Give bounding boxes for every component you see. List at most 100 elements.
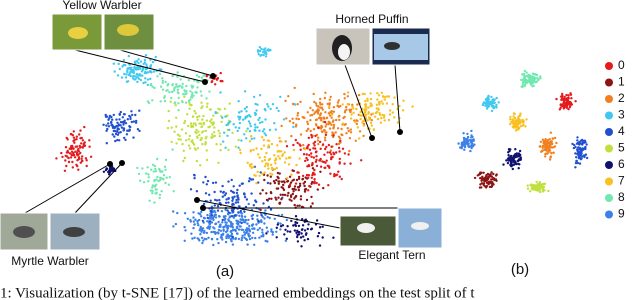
point bbox=[320, 106, 324, 109]
point bbox=[108, 114, 112, 118]
point bbox=[89, 155, 93, 158]
point bbox=[509, 159, 512, 162]
point bbox=[270, 228, 273, 231]
point bbox=[128, 128, 131, 131]
point bbox=[303, 184, 306, 188]
point bbox=[141, 74, 144, 77]
point bbox=[273, 217, 276, 220]
point bbox=[362, 134, 365, 138]
point bbox=[192, 94, 195, 97]
point bbox=[241, 182, 244, 185]
point bbox=[370, 104, 373, 107]
point bbox=[206, 220, 209, 223]
point bbox=[170, 140, 173, 144]
point bbox=[224, 115, 227, 118]
point bbox=[236, 219, 239, 223]
point bbox=[479, 177, 482, 180]
point bbox=[292, 224, 295, 227]
point bbox=[238, 214, 241, 217]
point bbox=[579, 150, 583, 154]
point bbox=[286, 194, 289, 197]
point bbox=[572, 146, 576, 150]
point bbox=[217, 232, 220, 235]
point bbox=[255, 182, 258, 185]
point bbox=[302, 235, 305, 238]
point bbox=[151, 184, 154, 187]
point bbox=[266, 146, 270, 149]
point bbox=[297, 117, 300, 121]
point bbox=[219, 143, 222, 146]
point bbox=[210, 136, 213, 139]
point bbox=[146, 83, 149, 87]
point bbox=[169, 100, 172, 103]
point bbox=[106, 127, 109, 131]
point bbox=[176, 75, 179, 79]
point bbox=[134, 113, 137, 117]
point bbox=[302, 153, 306, 156]
point bbox=[381, 95, 385, 98]
point bbox=[342, 116, 345, 120]
point bbox=[343, 162, 346, 165]
point bbox=[380, 91, 384, 95]
point bbox=[175, 83, 178, 86]
legend-swatch bbox=[605, 78, 613, 87]
point bbox=[297, 186, 300, 189]
legend-swatch bbox=[605, 161, 613, 169]
point bbox=[482, 184, 486, 187]
point bbox=[298, 230, 301, 234]
legend-label: 9 bbox=[618, 207, 625, 221]
point bbox=[122, 121, 126, 124]
point bbox=[274, 196, 277, 199]
point bbox=[512, 123, 516, 127]
point bbox=[280, 213, 284, 217]
point bbox=[161, 88, 165, 91]
point bbox=[232, 123, 235, 126]
point bbox=[231, 199, 234, 202]
point bbox=[214, 111, 217, 115]
point bbox=[171, 74, 175, 77]
point bbox=[199, 138, 202, 142]
point bbox=[210, 221, 214, 224]
point bbox=[549, 155, 552, 158]
point bbox=[246, 127, 249, 130]
point bbox=[485, 174, 488, 177]
point bbox=[229, 221, 233, 224]
point bbox=[512, 158, 515, 162]
point bbox=[190, 96, 194, 99]
point bbox=[228, 102, 231, 105]
point bbox=[209, 225, 212, 228]
point bbox=[243, 133, 246, 136]
point bbox=[243, 107, 247, 111]
point bbox=[574, 100, 577, 103]
point bbox=[144, 54, 148, 57]
point bbox=[263, 217, 266, 220]
point bbox=[319, 157, 322, 161]
point bbox=[269, 172, 272, 175]
point bbox=[482, 171, 485, 174]
point bbox=[112, 113, 116, 117]
point bbox=[411, 105, 414, 108]
point bbox=[124, 138, 127, 142]
point bbox=[268, 128, 272, 132]
point bbox=[296, 171, 299, 174]
point bbox=[339, 139, 342, 143]
legend-label: 1 bbox=[618, 75, 625, 89]
point bbox=[307, 223, 310, 226]
point bbox=[228, 234, 232, 238]
point bbox=[235, 191, 239, 195]
point bbox=[519, 124, 523, 128]
point bbox=[341, 147, 345, 150]
point bbox=[224, 192, 228, 195]
point bbox=[335, 143, 338, 146]
point bbox=[385, 102, 389, 105]
point bbox=[542, 183, 546, 186]
point bbox=[275, 166, 278, 170]
point bbox=[315, 164, 319, 168]
point bbox=[117, 131, 121, 134]
point bbox=[463, 148, 466, 151]
point bbox=[460, 143, 463, 146]
point bbox=[192, 220, 195, 223]
point bbox=[248, 237, 252, 241]
photo-bird bbox=[63, 227, 85, 237]
point bbox=[296, 229, 299, 232]
